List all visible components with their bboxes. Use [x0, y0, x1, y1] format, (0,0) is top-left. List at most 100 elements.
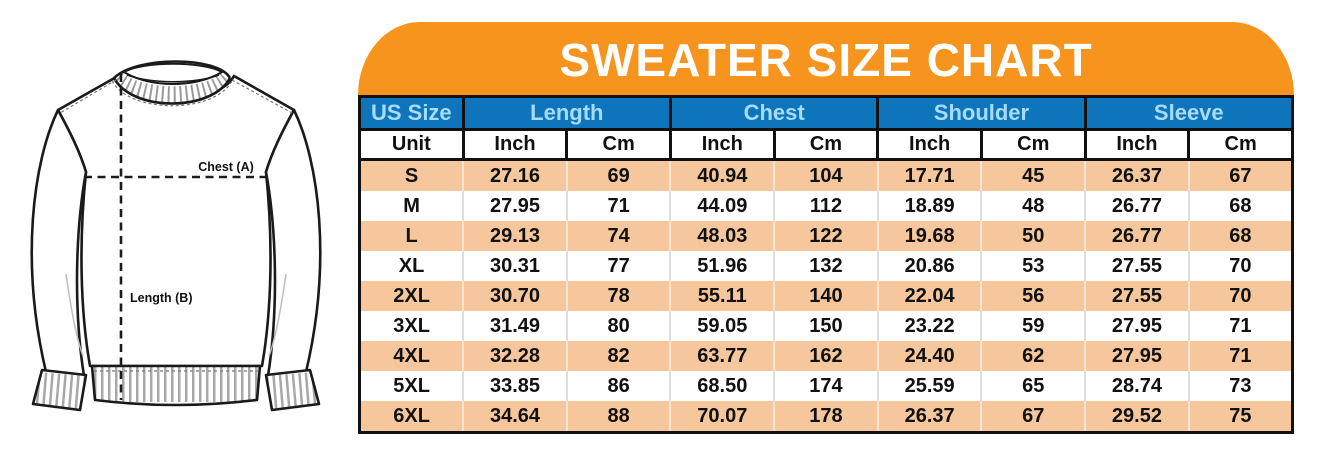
chart-title: SWEATER SIZE CHART [559, 33, 1093, 86]
value-cell: 48 [980, 191, 1086, 221]
value-cell: 63.77 [669, 341, 775, 371]
value-cell: 71 [1187, 311, 1293, 341]
value-cell: 86 [565, 371, 671, 401]
value-cell: 70.07 [669, 401, 775, 433]
value-cell: 71 [1187, 341, 1293, 371]
size-cell: L [359, 221, 464, 251]
unit-cell: Cm [565, 128, 672, 161]
value-cell: 73 [1187, 371, 1293, 401]
sweater-right-sleeve [264, 108, 322, 378]
value-cell: 150 [773, 311, 878, 341]
value-cell: 33.85 [462, 371, 567, 401]
unit-cell: Cm [772, 128, 880, 161]
unit-cell: Cm [1187, 128, 1294, 161]
value-cell: 71 [565, 191, 671, 221]
size-cell: 6XL [359, 401, 464, 433]
value-cell: 68.50 [669, 371, 775, 401]
size-cell: 3XL [393, 314, 430, 337]
length-label: Length (B) [130, 291, 192, 305]
size-table: US Size Length Chest Shoulder Sleeve Unit Inch… [358, 95, 1295, 434]
value-cell: 31.49 [462, 311, 567, 341]
value-cell: 30.70 [462, 281, 567, 311]
size-cell: 4XL [359, 341, 464, 371]
value-cell: 40.94 [669, 159, 775, 191]
value-cell: 55.11 [669, 281, 775, 311]
sleeve-crease-left [65, 273, 84, 357]
sweater-hem [90, 364, 262, 407]
size-chart-panel: SWEATER SIZE CHART US Size Length Chest Sho… [358, 22, 1295, 434]
column-group-sleeve: Sleeve [1083, 95, 1295, 131]
value-cell: 27.95 [1084, 311, 1189, 341]
value-cell: 44.09 [669, 191, 775, 221]
value-cell: 20.86 [876, 251, 982, 281]
value-cell: 59 [980, 311, 1086, 341]
value-cell: 80 [565, 311, 671, 341]
size-row-m: M 27.95 71 44.09 112 18.89 48 26.77 68 [360, 191, 1293, 221]
unit-cell: Inch [876, 128, 983, 161]
column-group-chest: Chest [668, 95, 880, 131]
value-cell: 26.37 [1084, 159, 1189, 191]
value-cell: 62 [980, 341, 1086, 371]
size-row-s: S 27.16 69 40.94 104 17.71 45 26.37 67 [359, 159, 1293, 191]
value-cell: 29.52 [1084, 401, 1189, 433]
value-cell: 75 [1187, 401, 1293, 433]
value-cell: 67 [980, 401, 1086, 433]
value-cell: 162 [773, 341, 878, 371]
value-cell: 56 [980, 281, 1086, 311]
sweater-left-sleeve [30, 108, 88, 378]
value-cell: 26.77 [1084, 221, 1189, 251]
unit-cell: Inch [461, 128, 569, 161]
value-cell: 70 [1187, 251, 1293, 281]
size-cell: 2XL [359, 281, 464, 311]
sweater-illustration: Chest (A) Length (B) [0, 44, 356, 465]
value-cell: 88 [565, 401, 671, 433]
value-cell: 18.89 [876, 191, 982, 221]
value-cell: 19.68 [876, 221, 982, 251]
size-cell: S [359, 159, 464, 191]
size-cell: 5XL [393, 374, 430, 397]
value-cell: 26.37 [876, 401, 982, 433]
size-row-4xl: 4XL 32.28 82 63.77 162 24.40 62 27.95 71 [359, 341, 1293, 371]
sleeve-crease-right [268, 273, 287, 357]
size-row-3xl: 3XL 31.49 80 59.05 150 23.22 59 27.95 71 [360, 311, 1293, 341]
value-cell: 29.13 [462, 221, 567, 251]
unit-cell: Cm [979, 128, 1087, 161]
value-cell: 69 [565, 159, 671, 191]
value-cell: 27.95 [462, 191, 567, 221]
value-cell: 32.28 [462, 341, 567, 371]
sweater-collar [59, 60, 293, 114]
value-cell: 26.77 [1084, 191, 1189, 221]
value-cell: 34.64 [462, 401, 567, 433]
sweater-left-cuff [31, 368, 88, 412]
column-group-us-size: US Size [358, 95, 465, 131]
value-cell: 112 [773, 191, 878, 221]
value-cell: 59.05 [669, 311, 775, 341]
size-row-5xl: 5XL 33.85 86 68.50 174 25.59 65 28.74 73 [360, 371, 1293, 401]
sweater-body [56, 74, 296, 368]
value-cell: 178 [773, 401, 878, 433]
value-cell: 27.95 [1084, 341, 1189, 371]
unit-header-cell: Unit [358, 128, 465, 161]
value-cell: 132 [773, 251, 878, 281]
value-cell: 22.04 [876, 281, 982, 311]
value-cell: 25.59 [876, 371, 982, 401]
value-cell: 174 [773, 371, 878, 401]
value-cell: 24.40 [876, 341, 982, 371]
value-cell: 74 [565, 221, 671, 251]
column-group-shoulder: Shoulder [876, 95, 1087, 131]
value-cell: 50 [980, 221, 1086, 251]
value-cell: 68 [1187, 191, 1293, 221]
unit-cell: Inch [668, 128, 776, 161]
value-cell: 27.55 [1084, 281, 1189, 311]
column-group-length: Length [461, 95, 672, 131]
size-row-xl: XL 30.31 77 51.96 132 20.86 53 27.55 70 [360, 251, 1293, 281]
value-cell: 140 [773, 281, 878, 311]
value-cell: 68 [1187, 221, 1293, 251]
value-cell: 23.22 [876, 311, 982, 341]
value-cell: 70 [1187, 281, 1293, 311]
chart-title-banner: SWEATER SIZE CHART [358, 22, 1294, 95]
table-body: S 27.16 69 40.94 104 17.71 45 26.37 67 M 27.95 71 44… [359, 159, 1293, 433]
value-cell: 82 [565, 341, 671, 371]
value-cell: 48.03 [669, 221, 775, 251]
